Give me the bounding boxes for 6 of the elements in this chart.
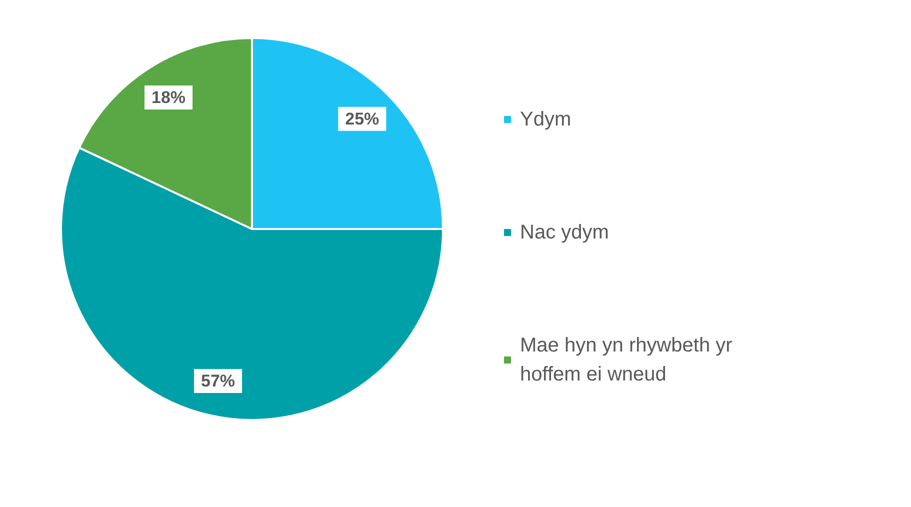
legend-label: Ydym	[520, 108, 572, 130]
legend-label: Mae hyn yn rhywbeth yr hoffem ei wneud	[520, 334, 738, 386]
data-label: 57%	[201, 372, 236, 391]
legend-label: Nac ydym	[520, 222, 609, 244]
data-label: 18%	[152, 88, 186, 107]
data-label: 25%	[345, 109, 380, 128]
